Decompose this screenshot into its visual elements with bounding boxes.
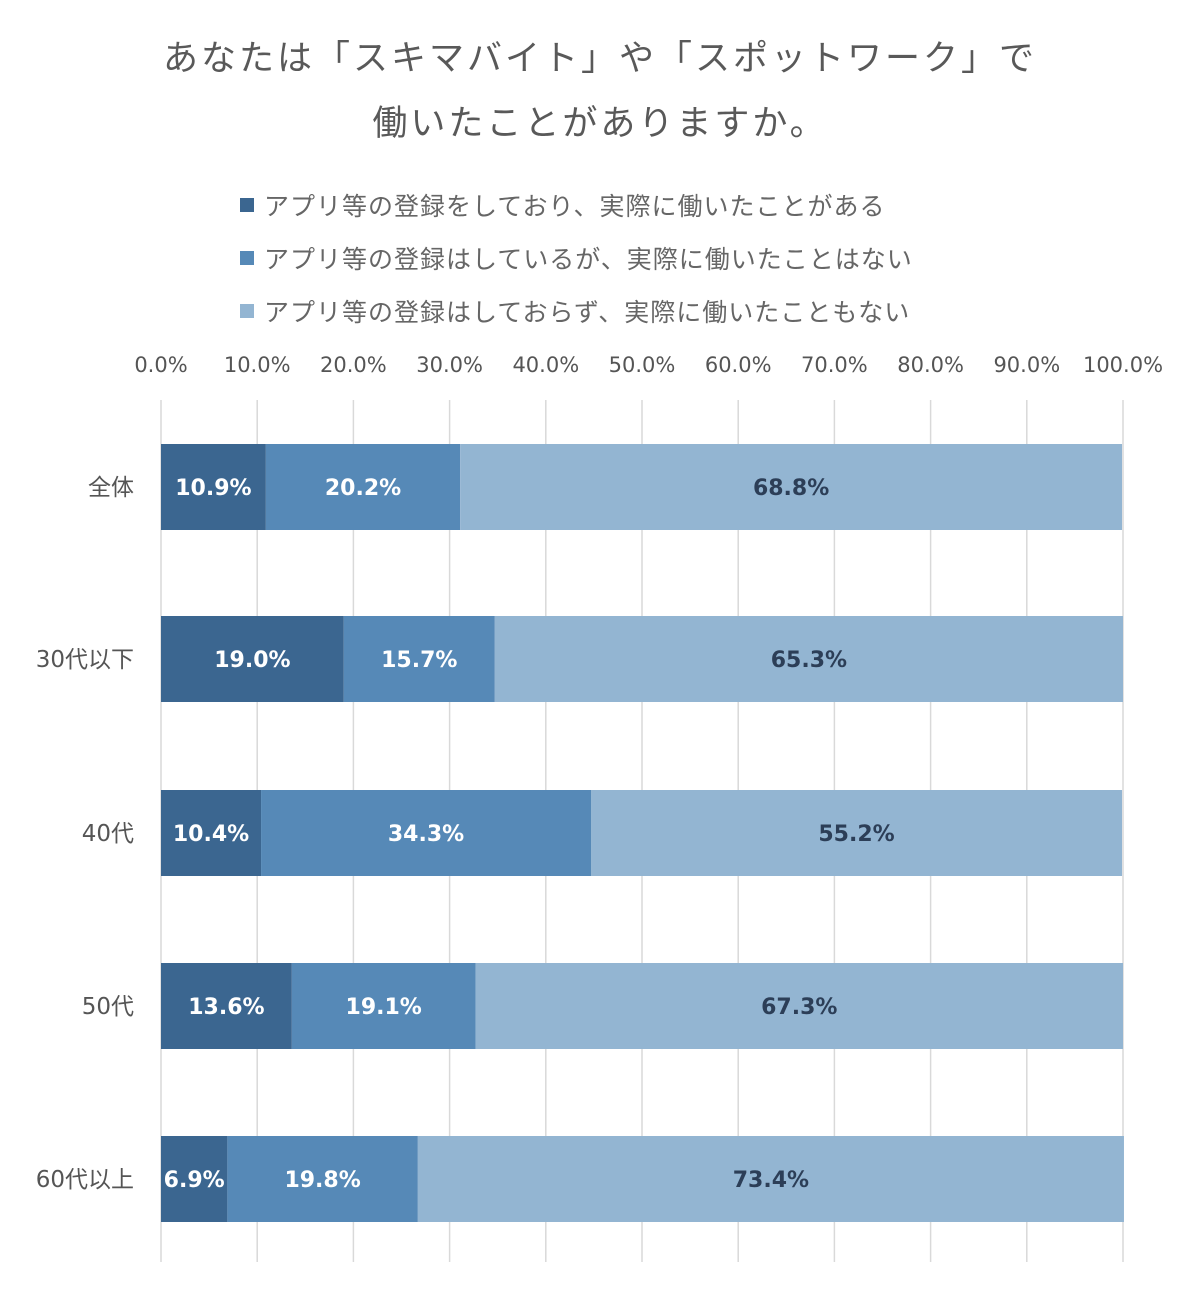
x-tick-label: 30.0% — [416, 353, 483, 377]
category-label: 60代以上 — [36, 1167, 134, 1193]
legend-swatch-worked — [240, 197, 254, 212]
chart-title-line2: 働いたことがありますか。 — [372, 104, 828, 144]
legend-item-worked: アプリ等の登録をしており、実際に働いたことがある — [240, 178, 913, 231]
legend-item-not-registered: アプリ等の登録はしておらず、実際に働いたこともない — [240, 284, 913, 337]
data-label: 10.9% — [175, 476, 251, 501]
bar-segment — [417, 1136, 1124, 1222]
bar-segment — [265, 444, 461, 530]
bar-segment — [460, 444, 1123, 530]
legend-label-worked: アプリ等の登録をしており、実際に働いたことがある — [264, 191, 886, 221]
data-label: 15.7% — [381, 648, 457, 673]
bar-segment — [227, 1136, 418, 1222]
chart-title-line1: あなたは「スキマバイト」や「スポットワーク」で — [162, 39, 1037, 79]
x-tick-label: 0.0% — [134, 353, 187, 377]
bar-segment — [475, 963, 1124, 1049]
x-tick-label: 10.0% — [224, 353, 291, 377]
x-tick-label: 50.0% — [609, 353, 676, 377]
chart-legend: アプリ等の登録をしており、実際に働いたことがある アプリ等の登録はしているが、実… — [240, 178, 913, 337]
data-label: 73.4% — [733, 1168, 809, 1193]
bar-segment — [494, 616, 1124, 702]
bar-segment — [161, 1136, 228, 1222]
category-label: 全体 — [88, 475, 134, 501]
legend-swatch-not-registered — [240, 303, 254, 318]
category-label: 30代以下 — [36, 647, 134, 673]
category-label: 50代 — [82, 994, 134, 1020]
legend-item-registered: アプリ等の登録はしているが、実際に働いたことはない — [240, 231, 913, 284]
bar-segment — [591, 790, 1123, 876]
data-label: 67.3% — [761, 995, 837, 1020]
x-tick-label: 80.0% — [897, 353, 964, 377]
data-label: 20.2% — [325, 476, 401, 501]
category-label: 40代 — [82, 821, 134, 847]
bar-segment — [161, 444, 266, 530]
data-label: 19.1% — [346, 995, 422, 1020]
bar-segment — [261, 790, 592, 876]
bar-segment — [343, 616, 495, 702]
x-tick-label: 60.0% — [705, 353, 772, 377]
legend-swatch-registered — [240, 250, 254, 265]
data-label: 68.8% — [753, 476, 829, 501]
data-label: 19.0% — [214, 648, 290, 673]
data-label: 65.3% — [771, 648, 847, 673]
x-tick-label: 90.0% — [993, 353, 1060, 377]
data-label: 55.2% — [818, 822, 894, 847]
data-label: 6.9% — [164, 1168, 225, 1193]
legend-label-registered: アプリ等の登録はしているが、実際に働いたことはない — [264, 244, 913, 274]
x-tick-label: 100.0% — [1083, 353, 1163, 377]
bar-segment — [291, 963, 476, 1049]
x-tick-label: 40.0% — [512, 353, 579, 377]
bar-segment — [161, 790, 262, 876]
data-label: 34.3% — [388, 822, 464, 847]
data-label: 13.6% — [188, 995, 264, 1020]
data-label: 10.4% — [173, 822, 249, 847]
bar-segment — [161, 616, 344, 702]
data-label: 19.8% — [284, 1168, 360, 1193]
bar-segment — [161, 963, 292, 1049]
x-tick-label: 20.0% — [320, 353, 387, 377]
legend-label-not-registered: アプリ等の登録はしておらず、実際に働いたこともない — [264, 297, 911, 327]
x-tick-label: 70.0% — [801, 353, 868, 377]
